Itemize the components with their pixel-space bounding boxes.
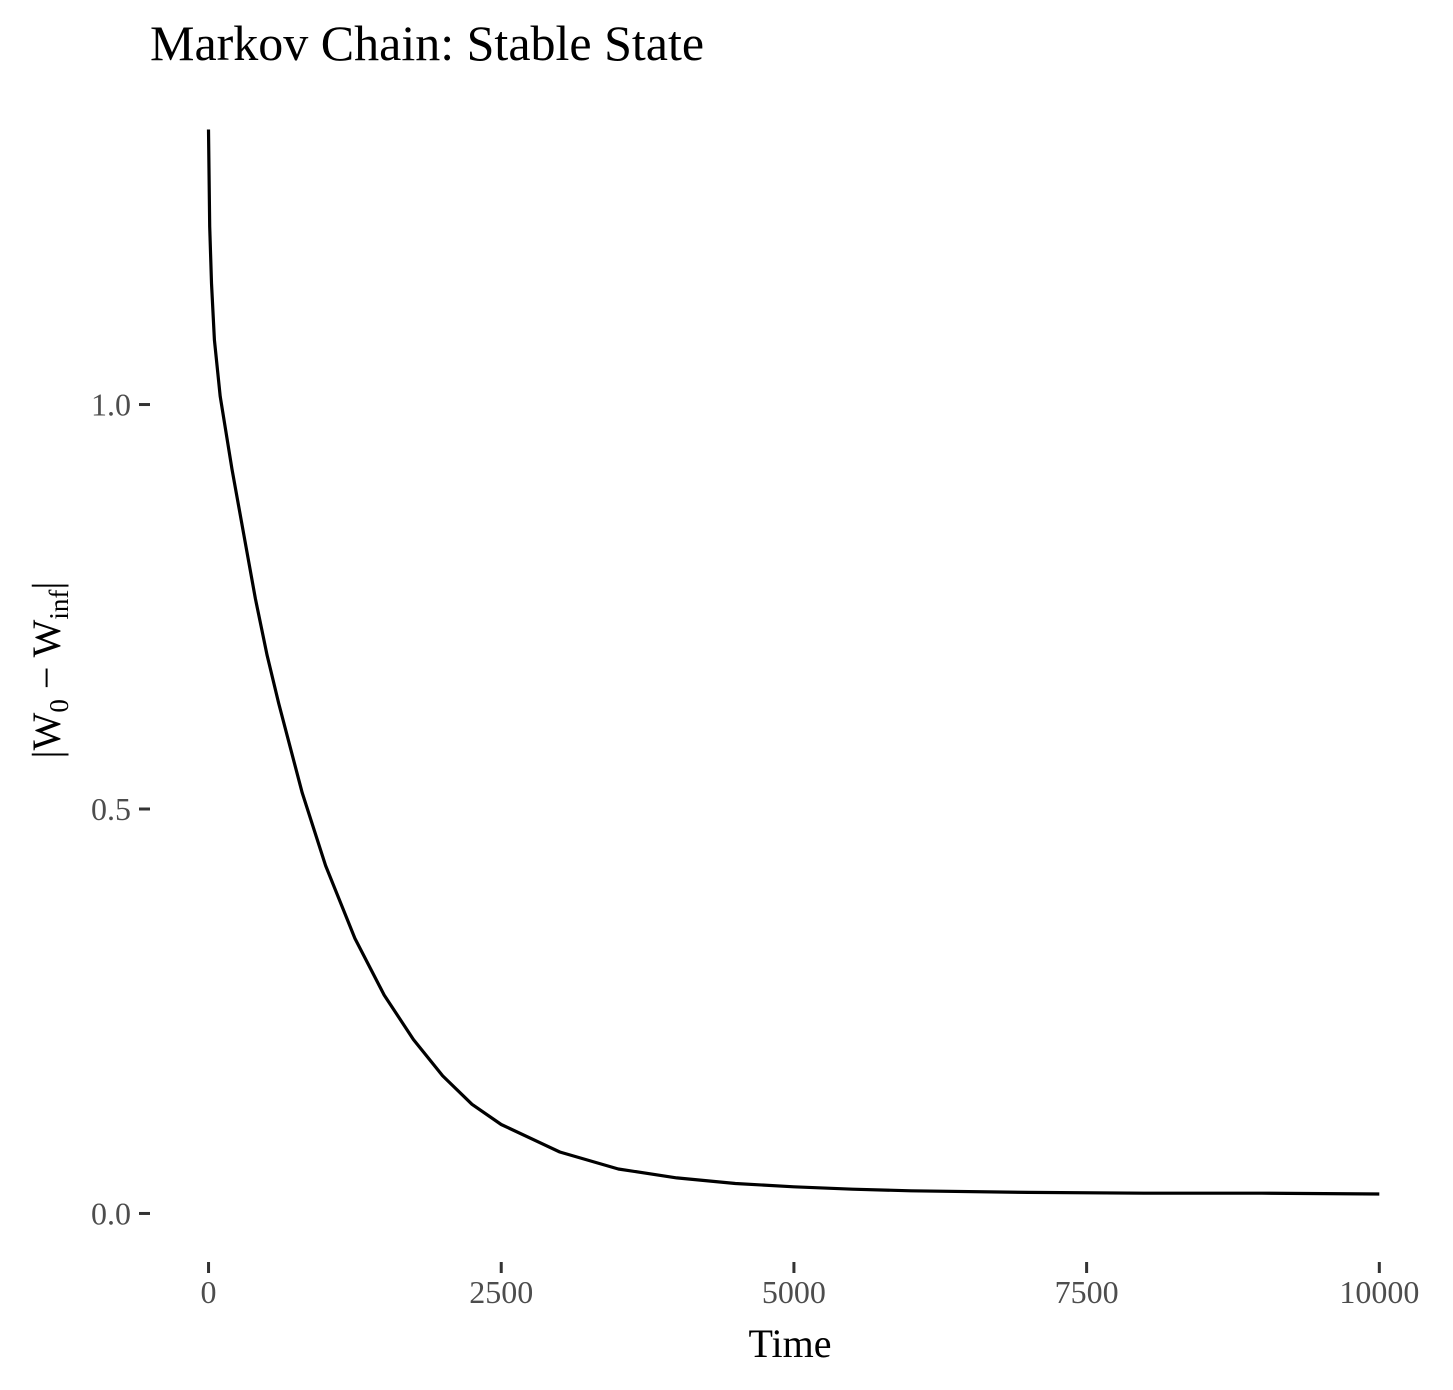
y-axis: 0.0 0.5 1.0 [91,387,150,1231]
series-line [206,129,1380,1196]
x-axis: 0 2500 5000 7500 10000 [201,1262,1419,1310]
x-tick-label: 10000 [1339,1274,1419,1310]
series-layer [206,129,1380,1196]
y-axis-title-mid: − W [24,619,69,699]
y-axis-title-sub-zero: 0 [44,699,74,713]
y-tick-label: 0.0 [91,1195,131,1231]
x-tick-label: 2500 [469,1274,533,1310]
x-axis-title: Time [748,1321,831,1366]
y-axis-title-open: |W [24,712,69,758]
x-tick-label: 0 [201,1274,217,1310]
y-axis-title: |W0 − Winf| [24,582,74,759]
y-axis-title-sub-inf: inf [44,590,74,620]
chart-title: Markov Chain: Stable State [150,15,704,71]
y-tick-label: 1.0 [91,387,131,423]
y-tick-label: 0.5 [91,791,131,827]
x-tick-label: 7500 [1055,1274,1119,1310]
y-axis-title-close: | [24,582,69,590]
x-tick-label: 5000 [762,1274,826,1310]
